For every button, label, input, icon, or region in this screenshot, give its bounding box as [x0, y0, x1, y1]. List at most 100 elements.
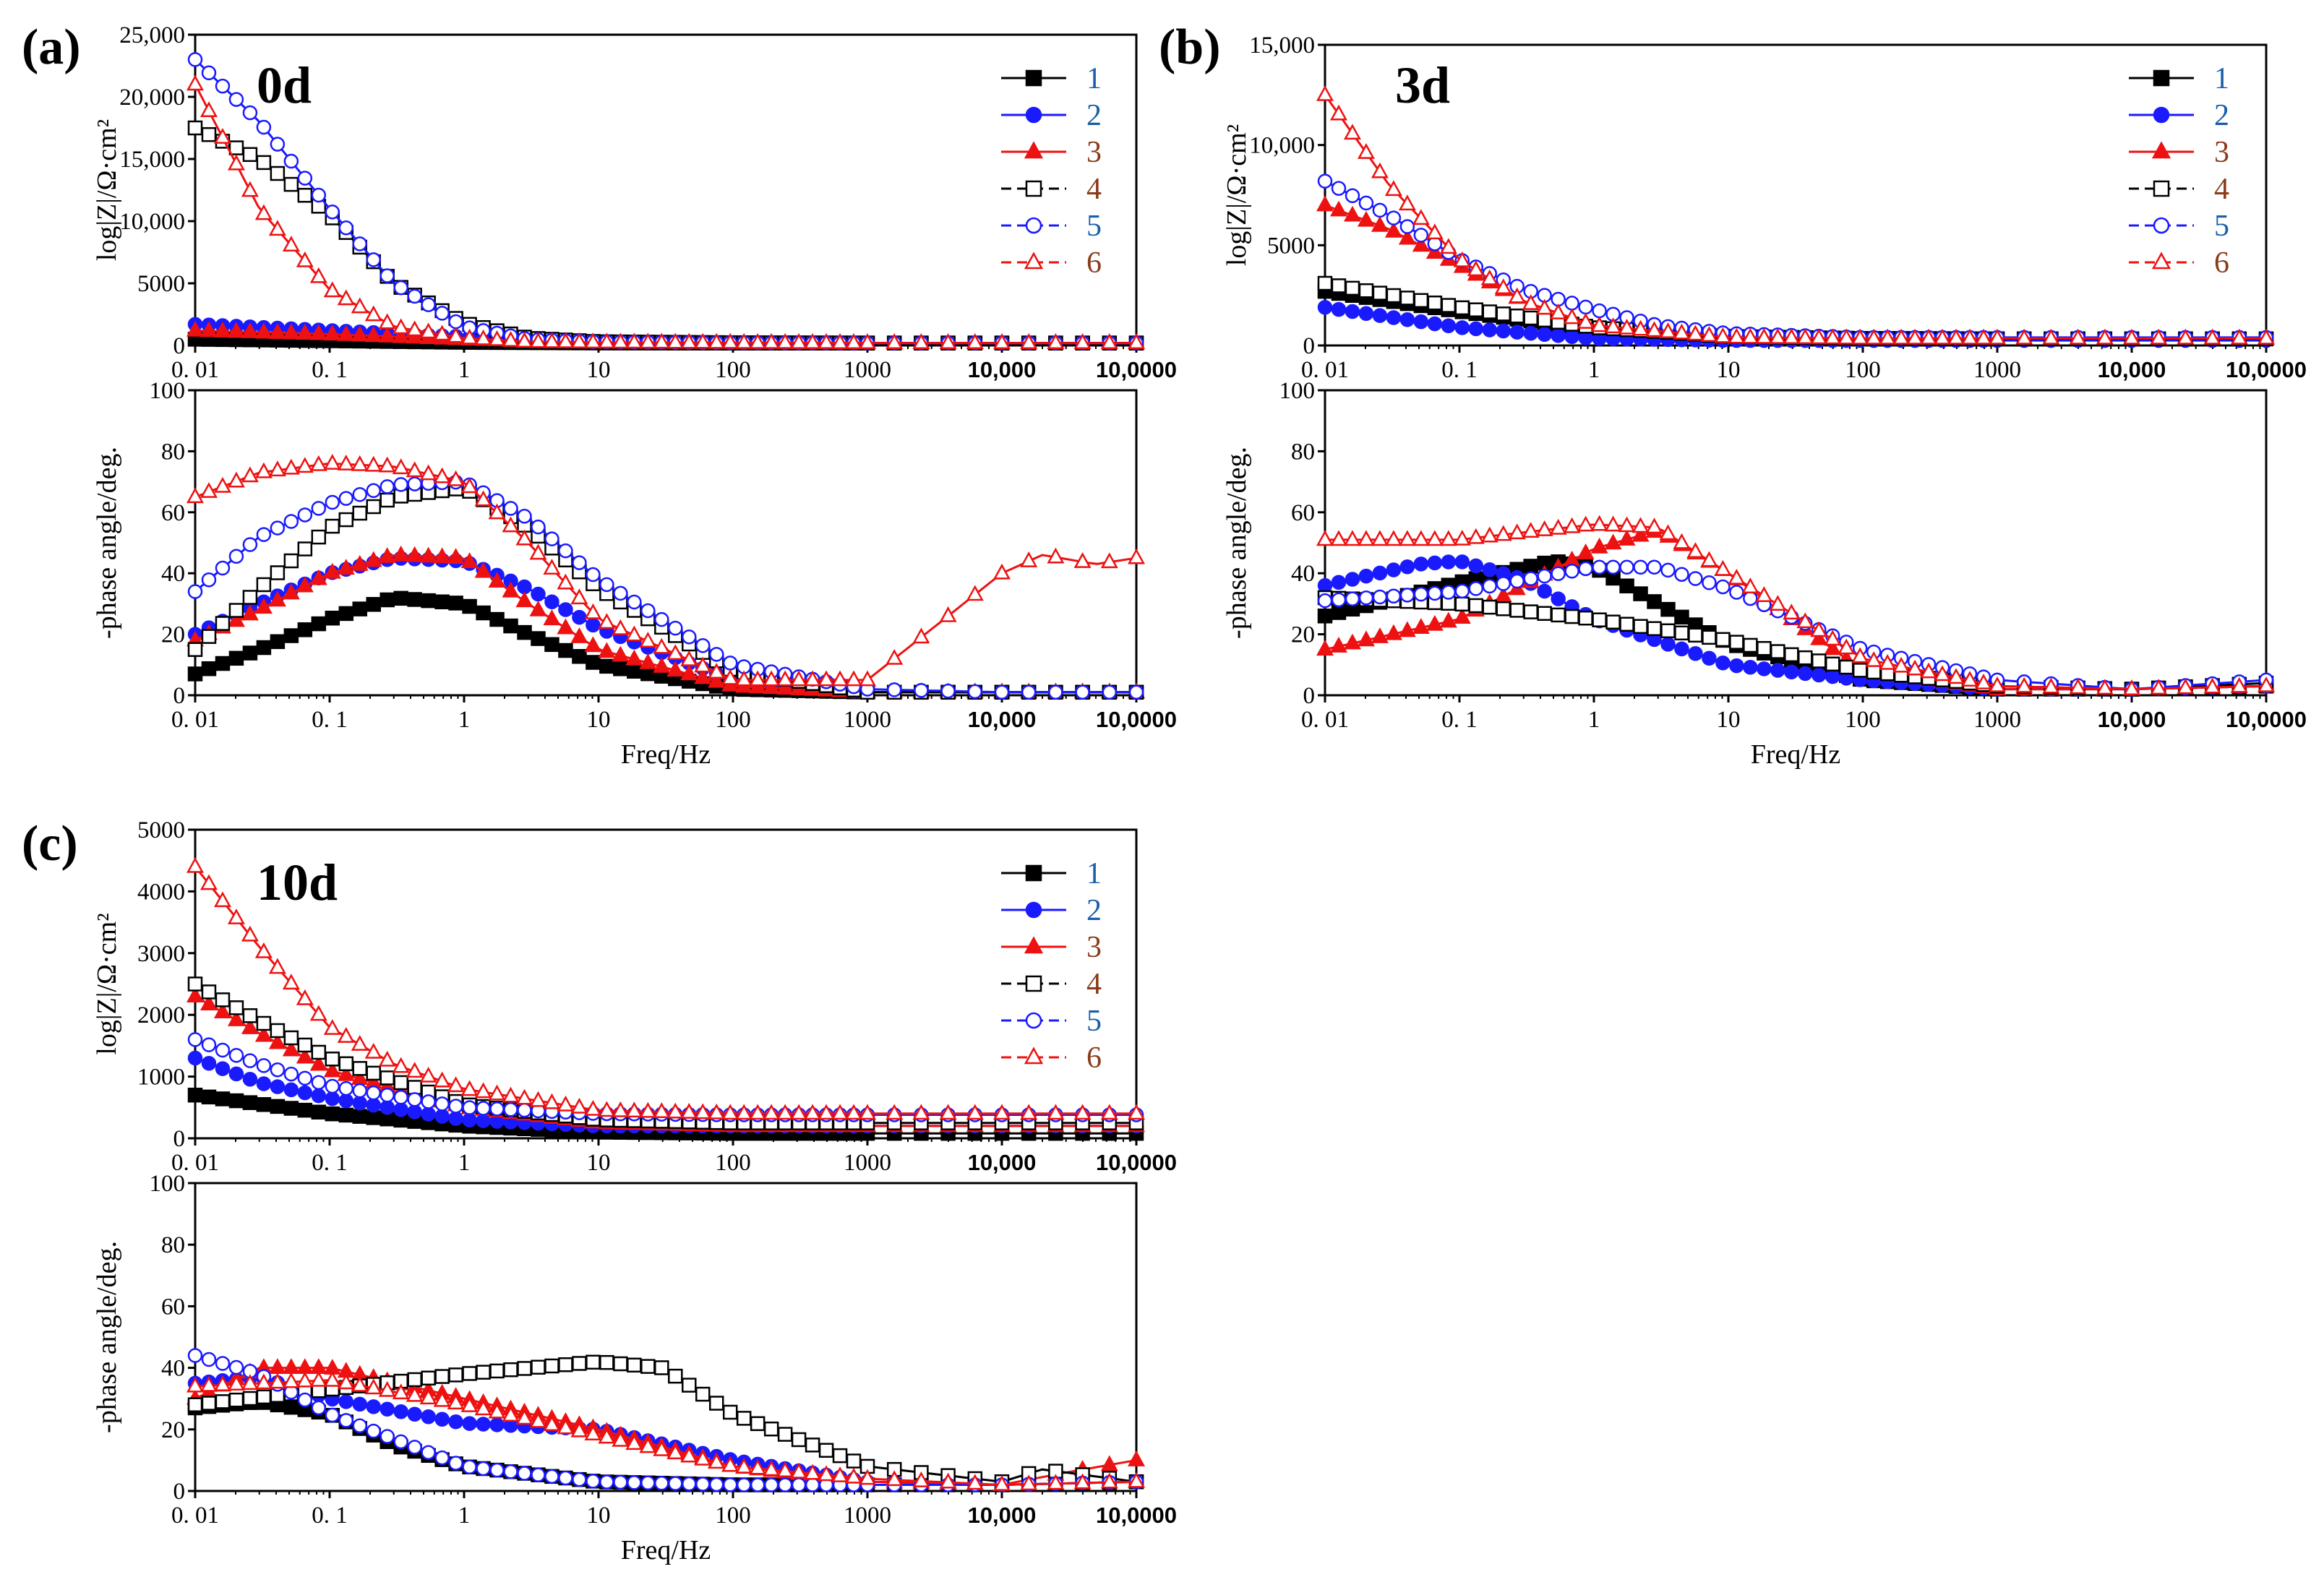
data-point-series-6	[625, 1101, 643, 1118]
data-point-series-4	[256, 1389, 272, 1405]
data-point-series-5	[228, 1359, 244, 1375]
data-point-series-5	[380, 479, 395, 494]
data-point-series-6	[612, 332, 630, 349]
phase-x-tick-label: 0. 1	[1441, 707, 1478, 733]
data-point-series-6	[1047, 547, 1065, 564]
data-point-series-5	[380, 268, 395, 283]
data-point-series-6	[2230, 676, 2248, 693]
data-point-series-4	[476, 1365, 491, 1380]
phase-plot-frame	[194, 389, 1138, 697]
data-point-series-6	[2015, 676, 2033, 693]
data-point-series-3	[529, 600, 547, 616]
data-point-series-1	[256, 1097, 272, 1112]
data-point-series-6	[282, 1372, 300, 1388]
data-point-series-5	[517, 509, 532, 524]
data-point-series-6	[268, 220, 286, 236]
data-point-series-2	[352, 1095, 368, 1111]
data-point-series-3	[282, 1040, 300, 1057]
phase-y-tick-label: 60	[1291, 500, 1315, 526]
data-point-series-6	[419, 464, 437, 481]
data-point-series-5	[407, 1092, 422, 1107]
data-point-series-5	[1482, 578, 1498, 594]
legend-label-4: 4	[2214, 173, 2229, 206]
data-point-series-3	[1357, 210, 1375, 227]
data-point-series-6	[721, 1456, 739, 1472]
data-point-series-3	[584, 636, 602, 653]
data-point-series-5	[448, 314, 463, 330]
data-point-series-5	[1331, 592, 1347, 608]
x-axis-title: Freq/Hz	[1751, 739, 1841, 770]
data-point-series-6	[529, 332, 547, 348]
data-point-series-4	[1715, 632, 1731, 648]
data-point-series-6	[296, 989, 314, 1005]
data-point-series-5	[1102, 684, 1118, 700]
data-point-series-6	[694, 1103, 712, 1120]
data-point-series-5	[503, 1102, 518, 1117]
phase-x-tick-label: 0. 1	[312, 707, 348, 733]
phase-y-tick-label: 80	[1291, 439, 1315, 465]
data-point-series-3	[502, 581, 520, 598]
data-point-series-6	[364, 305, 382, 322]
data-point-series-1	[544, 637, 559, 653]
data-point-series-6	[1618, 318, 1636, 335]
data-point-series-6	[1343, 530, 1361, 546]
data-point-series-6	[1906, 328, 1924, 345]
data-point-series-5	[366, 1423, 381, 1439]
data-point-series-2	[366, 1399, 381, 1414]
data-point-series-6	[1494, 278, 1512, 295]
data-point-series-2	[489, 1417, 505, 1432]
data-point-series-6	[241, 925, 259, 942]
legend-marker-4	[2153, 180, 2170, 197]
data-point-series-5	[736, 1477, 752, 1492]
data-point-series-5	[586, 1474, 601, 1489]
data-point-series-4	[1729, 635, 1744, 650]
data-point-series-1	[572, 649, 587, 664]
data-point-series-6	[625, 332, 643, 349]
data-point-series-3	[378, 327, 396, 343]
impedance-y-tick-label: 10,000	[1249, 133, 1315, 159]
data-point-series-4	[1633, 619, 1648, 634]
data-point-series-6	[1127, 1471, 1146, 1488]
data-point-series-6	[1100, 1472, 1118, 1489]
phase-x-tick-label: 1	[458, 1503, 471, 1529]
data-point-series-4	[297, 1037, 313, 1053]
data-point-series-4	[1345, 280, 1360, 296]
data-point-series-6	[708, 663, 726, 679]
phase-x-tick-label: 1	[458, 707, 471, 733]
data-point-series-5	[393, 1434, 408, 1450]
data-point-series-4	[654, 1360, 669, 1375]
data-point-series-3	[406, 546, 424, 562]
data-point-series-6	[763, 332, 781, 349]
data-point-series-3	[570, 627, 588, 643]
legend-label-3: 3	[2214, 136, 2229, 169]
data-point-series-5	[1372, 202, 1388, 218]
data-point-series-5	[668, 1476, 683, 1491]
phase-x-tick-label: 1	[1588, 707, 1600, 733]
data-point-series-6	[529, 1091, 547, 1107]
data-point-series-6	[1398, 530, 1416, 546]
data-point-series-5	[325, 1078, 340, 1094]
data-point-series-2	[1345, 304, 1360, 319]
data-point-series-4	[1454, 596, 1470, 612]
data-point-series-6	[1824, 629, 1842, 646]
data-point-series-4	[338, 512, 354, 528]
data-point-series-2	[531, 586, 546, 602]
data-point-series-5	[1372, 589, 1388, 605]
data-point-series-5	[448, 1099, 463, 1114]
data-point-series-4	[1358, 283, 1374, 298]
data-point-series-4	[682, 1378, 697, 1393]
data-point-series-6	[502, 516, 520, 533]
data-point-series-6	[364, 1378, 382, 1395]
immersion-day-label: 10d	[257, 854, 338, 911]
data-point-series-2	[256, 1076, 272, 1091]
data-point-series-5	[1729, 585, 1744, 600]
data-point-series-6	[447, 470, 465, 486]
data-point-series-6	[694, 656, 712, 673]
data-point-series-6	[392, 458, 410, 475]
data-point-series-6	[1073, 1473, 1092, 1490]
data-point-series-3	[612, 645, 630, 662]
data-point-series-2	[1523, 325, 1538, 341]
data-point-series-5	[1345, 591, 1360, 606]
data-point-series-6	[460, 1080, 479, 1096]
